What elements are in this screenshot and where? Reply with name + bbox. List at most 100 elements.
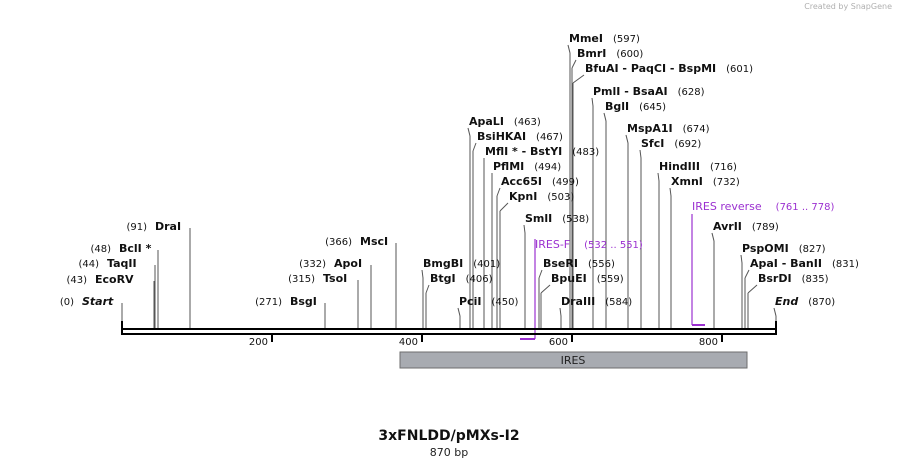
site-btgi[interactable]: BtgI (406): [430, 272, 493, 285]
site-name-pmli-bsaai: PmlI - BsaAI: [593, 85, 668, 98]
site-bgli[interactable]: BglI (645): [605, 100, 666, 113]
site-pos-ecorv: (43): [66, 275, 87, 286]
site-name-sfci: SfcI: [641, 137, 664, 150]
site-pos-btgi: (406): [466, 274, 493, 285]
site-draiii[interactable]: DraIII (584): [561, 295, 632, 308]
leader-bend-bseri: [538, 269, 543, 279]
site-bmgbi[interactable]: BmgBI (401): [423, 257, 500, 270]
site-bsrdi[interactable]: BsrDI (835): [758, 272, 829, 285]
site-hindiii[interactable]: HindIII (716): [659, 160, 737, 173]
site-apai-banii[interactable]: ApaI - BanII (831): [750, 257, 859, 270]
site-taqii[interactable]: TaqII (44): [78, 257, 136, 270]
site-bmri[interactable]: BmrI (600): [577, 47, 643, 60]
plasmid-length: 870 bp: [429, 446, 469, 459]
site-bsgi[interactable]: BsgI (271): [255, 295, 317, 308]
leader-bend-bpuei: [540, 284, 551, 294]
leader-bend-bfuai-paqci-bspmi: [572, 74, 585, 84]
end-tick: [775, 321, 777, 335]
site-pos-pflmi: (494): [534, 162, 561, 173]
site-start[interactable]: Start (0): [60, 295, 114, 308]
site-name-bmri: BmrI: [577, 47, 606, 60]
site-drai[interactable]: DraI (91): [126, 220, 181, 233]
leader-bend-sfci: [639, 149, 642, 159]
site-bseri[interactable]: BseRI (556): [543, 257, 615, 270]
ruler-tick-800: [721, 335, 723, 342]
site-pos-msci: (366): [325, 237, 352, 248]
leader-bend-bsrdi: [747, 284, 758, 294]
site-name-smli: SmlI: [525, 212, 552, 225]
site-name-apai-banii: ApaI - BanII: [750, 257, 822, 270]
site-apali[interactable]: ApaLI (463): [469, 115, 541, 128]
site-pos-sfci: (692): [674, 139, 701, 150]
site-pos-bfuai-paqci-bspmi: (601): [726, 64, 753, 75]
site-pos-apali: (463): [514, 117, 541, 128]
site-bcli[interactable]: BclI * (48): [90, 242, 151, 255]
feature-range-ires-reverse: (761 .. 778): [776, 202, 835, 213]
site-name-mspa1i: MspA1I: [627, 122, 673, 135]
feature-name-ires-f: IRES-F: [535, 238, 570, 251]
site-name-bsgi: BsgI: [290, 295, 317, 308]
site-name-pspomi: PspOMI: [742, 242, 789, 255]
site-end[interactable]: End (870): [775, 295, 835, 308]
site-labels: Start (0) EcoRV (43) TaqII (44) BclI * (48) DraI…: [60, 32, 859, 308]
site-bpuei[interactable]: BpuEI (559): [551, 272, 624, 285]
site-pos-bgli: (645): [639, 102, 666, 113]
site-mmei[interactable]: MmeI (597): [569, 32, 640, 45]
site-name-bpuei: BpuEI: [551, 272, 587, 285]
leader-bend-xmni: [669, 187, 672, 197]
site-xmni[interactable]: XmnI (732): [671, 175, 740, 188]
site-pos-mfli-bstyi: (483): [572, 147, 599, 158]
site-pflmi[interactable]: PflMI (494): [493, 160, 561, 173]
site-pos-drai: (91): [126, 222, 147, 233]
site-pos-smli: (538): [562, 214, 589, 225]
site-avrii[interactable]: AvrII (789): [713, 220, 779, 233]
ires-feature-box[interactable]: [399, 351, 748, 369]
leader-bend-bsihkai: [472, 142, 477, 152]
site-pmli-bsaai[interactable]: PmlI - BsaAI (628): [593, 85, 705, 98]
site-name-taqii: TaqII: [107, 257, 137, 270]
site-apoi[interactable]: ApoI (332): [299, 257, 362, 270]
site-tsoi[interactable]: TsoI (315): [288, 272, 347, 285]
site-name-tsoi: TsoI: [323, 272, 347, 285]
site-bsihkai[interactable]: BsiHKAI (467): [477, 130, 563, 143]
site-msci[interactable]: MscI (366): [325, 235, 388, 248]
site-kpni[interactable]: KpnI (503): [509, 190, 574, 203]
site-pos-apai-banii: (831): [832, 259, 859, 270]
site-ecorv[interactable]: EcoRV (43): [66, 273, 134, 286]
snapgene-watermark: Created by SnapGene: [804, 2, 892, 11]
leader-bend-draiii: [559, 307, 562, 317]
site-pspomi[interactable]: PspOMI (827): [742, 242, 826, 255]
leader-bend-avrii: [711, 232, 715, 242]
ruler: 200 400 600 800: [249, 335, 723, 348]
site-name-ecorv: EcoRV: [95, 273, 134, 286]
site-pcii[interactable]: PciI (450): [459, 295, 518, 308]
site-name-bseri: BseRI: [543, 257, 578, 270]
leader-bend-smli: [523, 224, 526, 234]
feature-arrow-ires-reverse: [692, 324, 705, 326]
site-mfli-bstyi[interactable]: MflI * - BstYI (483): [485, 145, 599, 158]
feature-range-ires-f: (532 .. 551): [584, 240, 643, 251]
site-smli[interactable]: SmlI (538): [525, 212, 589, 225]
feature-ires-reverse[interactable]: IRES reverse (761 .. 778): [691, 200, 835, 326]
site-leader-lines: [121, 44, 777, 328]
leader-bend-bmgbi: [421, 269, 424, 279]
site-bfuai-paqci-bspmi[interactable]: BfuAI - PaqCI - BspMI (601): [585, 62, 753, 75]
site-acc65i[interactable]: Acc65I (499): [501, 175, 579, 188]
site-sfci[interactable]: SfcI (692): [641, 137, 701, 150]
site-mspa1i[interactable]: MspA1I (674): [627, 122, 710, 135]
site-name-bcli: BclI *: [119, 242, 152, 255]
site-name-mmei: MmeI: [569, 32, 603, 45]
site-pos-tsoi: (315): [288, 274, 315, 285]
feature-ires-f[interactable]: IRES-F (532 .. 551): [520, 238, 643, 340]
site-pos-hindiii: (716): [710, 162, 737, 173]
site-name-mfli-bstyi: MflI * - BstYI: [485, 145, 562, 158]
site-pos-pcii: (450): [491, 297, 518, 308]
site-pos-bcli: (48): [90, 244, 111, 255]
primer-features: IRES-F (532 .. 551) IRES reverse (761 .. 77…: [520, 200, 834, 340]
site-name-acc65i: Acc65I: [501, 175, 542, 188]
site-pos-acc65i: (499): [552, 177, 579, 188]
site-pos-pmli-bsaai: (628): [678, 87, 705, 98]
site-name-btgi: BtgI: [430, 272, 456, 285]
leader-bend-hindiii: [657, 172, 660, 182]
